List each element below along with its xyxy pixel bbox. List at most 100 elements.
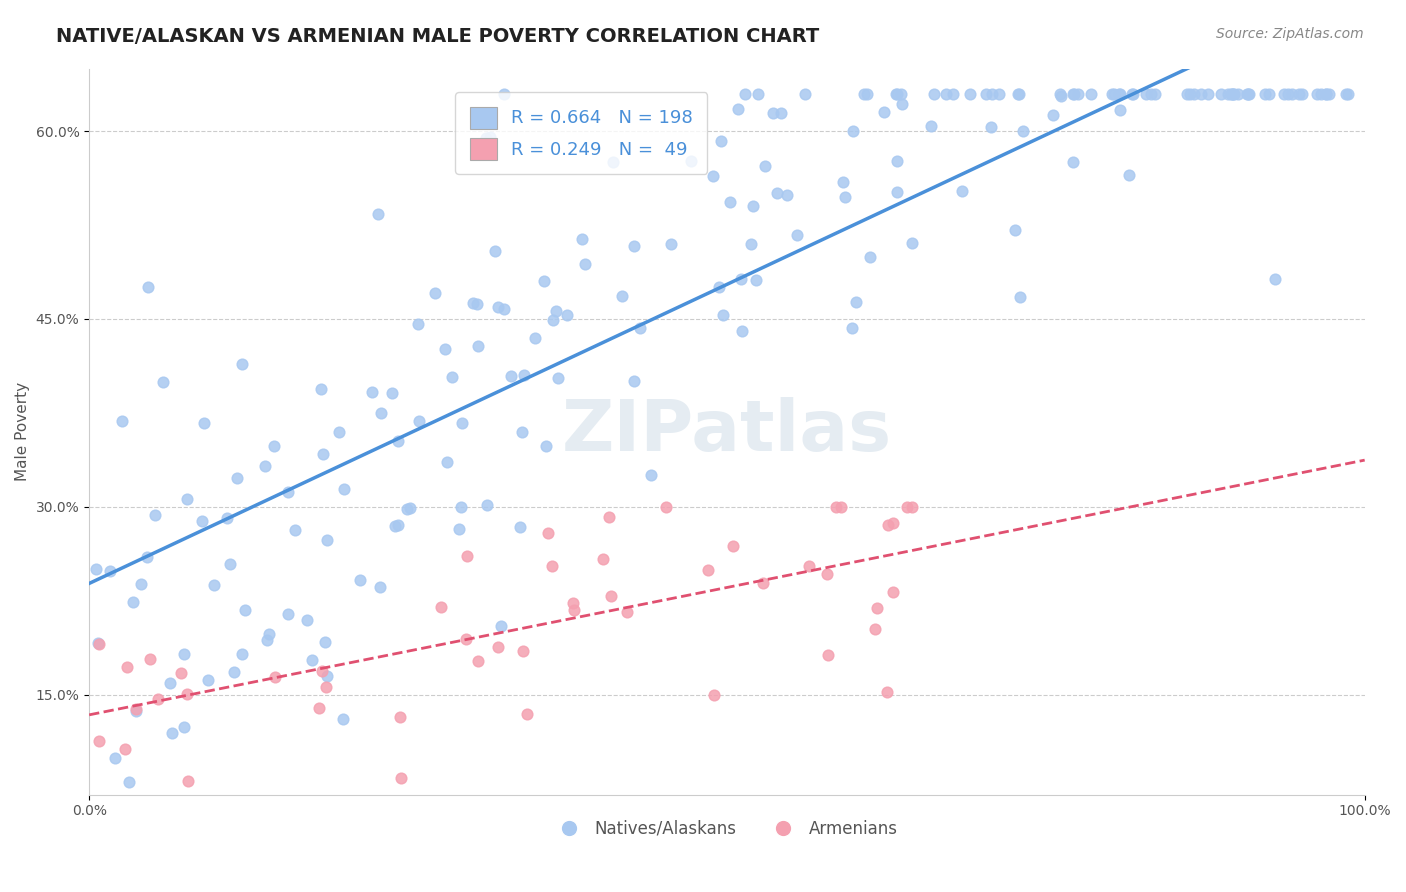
Point <box>886 186 908 200</box>
Point <box>1135 87 1157 101</box>
Point <box>387 517 409 532</box>
Point <box>176 491 198 506</box>
Point <box>494 87 516 101</box>
Text: NATIVE/ALASKAN VS ARMENIAN MALE POVERTY CORRELATION CHART: NATIVE/ALASKAN VS ARMENIAN MALE POVERTY … <box>56 27 820 45</box>
Point <box>501 369 523 384</box>
Point <box>311 665 333 679</box>
Point <box>727 102 749 116</box>
Point <box>655 500 678 514</box>
Point <box>1222 87 1244 101</box>
Point <box>562 602 585 616</box>
Point <box>547 370 569 384</box>
Point <box>1272 87 1295 101</box>
Point <box>512 644 534 658</box>
Point <box>1317 87 1340 101</box>
Point <box>794 87 817 101</box>
Point <box>1007 87 1029 101</box>
Point <box>87 733 110 747</box>
Point <box>628 320 651 334</box>
Point <box>834 189 856 203</box>
Point <box>920 119 942 133</box>
Point <box>981 87 1004 101</box>
Point <box>430 600 453 615</box>
Point <box>509 520 531 534</box>
Point <box>202 577 225 591</box>
Point <box>561 596 583 610</box>
Point <box>332 712 354 726</box>
Point <box>125 704 148 718</box>
Point <box>1042 108 1064 122</box>
Text: Source: ZipAtlas.com: Source: ZipAtlas.com <box>1216 27 1364 41</box>
Point <box>173 647 195 661</box>
Point <box>623 374 645 388</box>
Point <box>702 169 724 183</box>
Point <box>1288 87 1310 101</box>
Point <box>263 670 285 684</box>
Point <box>845 295 868 310</box>
Point <box>592 552 614 566</box>
Point <box>922 87 945 101</box>
Point <box>842 124 865 138</box>
Point <box>176 687 198 701</box>
Point <box>703 689 725 703</box>
Point <box>1108 87 1130 101</box>
Point <box>456 549 478 563</box>
Point <box>115 660 138 674</box>
Point <box>513 368 536 382</box>
Point <box>467 339 489 353</box>
Point <box>231 357 253 371</box>
Point <box>277 484 299 499</box>
Point <box>253 459 276 474</box>
Point <box>197 673 219 687</box>
Point <box>475 130 498 145</box>
Point <box>143 508 166 523</box>
Y-axis label: Male Poverty: Male Poverty <box>15 382 30 481</box>
Point <box>740 237 762 252</box>
Point <box>425 286 447 301</box>
Point <box>226 471 249 485</box>
Point <box>1140 87 1163 101</box>
Point <box>316 669 339 683</box>
Point <box>537 525 560 540</box>
Point <box>886 154 908 169</box>
Point <box>1011 124 1033 138</box>
Point <box>863 622 886 636</box>
Point <box>122 595 145 609</box>
Point <box>110 414 132 428</box>
Point <box>314 635 336 649</box>
Point <box>1315 87 1337 101</box>
Point <box>447 522 470 536</box>
Point <box>1264 271 1286 285</box>
Point <box>135 549 157 564</box>
Point <box>1315 87 1337 101</box>
Point <box>546 304 568 318</box>
Point <box>436 455 458 469</box>
Point <box>486 301 509 315</box>
Point <box>516 707 538 722</box>
Point <box>754 160 776 174</box>
Point <box>215 511 238 525</box>
Point <box>257 627 280 641</box>
Point <box>1306 87 1329 101</box>
Point <box>104 751 127 765</box>
Point <box>1197 87 1219 101</box>
Point <box>159 676 181 690</box>
Point <box>855 87 877 101</box>
Point <box>786 227 808 242</box>
Point <box>491 619 513 633</box>
Point <box>598 510 620 524</box>
Point <box>492 302 515 317</box>
Point <box>1049 87 1071 101</box>
Point <box>1219 87 1241 101</box>
Point <box>935 87 957 101</box>
Point <box>138 280 160 294</box>
Point <box>1062 155 1084 169</box>
Point <box>170 666 193 681</box>
Point <box>1122 87 1144 101</box>
Point <box>454 632 477 647</box>
Point <box>461 296 484 310</box>
Point <box>328 425 350 439</box>
Point <box>148 692 170 706</box>
Point <box>89 637 111 651</box>
Point <box>987 87 1010 101</box>
